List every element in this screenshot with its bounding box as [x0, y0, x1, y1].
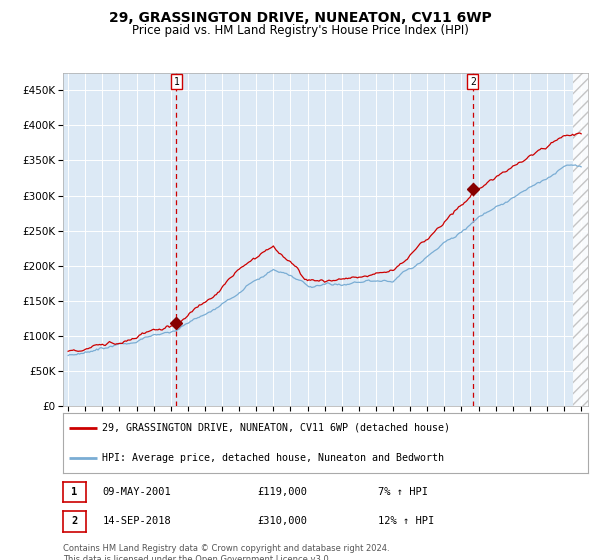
Bar: [572, 73, 590, 406]
Text: 1: 1: [173, 77, 179, 87]
Text: 7% ↑ HPI: 7% ↑ HPI: [378, 487, 428, 497]
Text: HPI: Average price, detached house, Nuneaton and Bedworth: HPI: Average price, detached house, Nune…: [103, 453, 445, 463]
Text: 29, GRASSINGTON DRIVE, NUNEATON, CV11 6WP: 29, GRASSINGTON DRIVE, NUNEATON, CV11 6W…: [109, 11, 491, 25]
Text: 14-SEP-2018: 14-SEP-2018: [103, 516, 171, 526]
Text: 12% ↑ HPI: 12% ↑ HPI: [378, 516, 434, 526]
Text: Price paid vs. HM Land Registry's House Price Index (HPI): Price paid vs. HM Land Registry's House …: [131, 24, 469, 36]
Text: 09-MAY-2001: 09-MAY-2001: [103, 487, 171, 497]
Text: Contains HM Land Registry data © Crown copyright and database right 2024.
This d: Contains HM Land Registry data © Crown c…: [63, 544, 389, 560]
Text: 29, GRASSINGTON DRIVE, NUNEATON, CV11 6WP (detached house): 29, GRASSINGTON DRIVE, NUNEATON, CV11 6W…: [103, 423, 451, 433]
Text: 2: 2: [71, 516, 77, 526]
Text: £310,000: £310,000: [257, 516, 307, 526]
Text: 1: 1: [71, 487, 77, 497]
Text: 2: 2: [470, 77, 476, 87]
Text: £119,000: £119,000: [257, 487, 307, 497]
